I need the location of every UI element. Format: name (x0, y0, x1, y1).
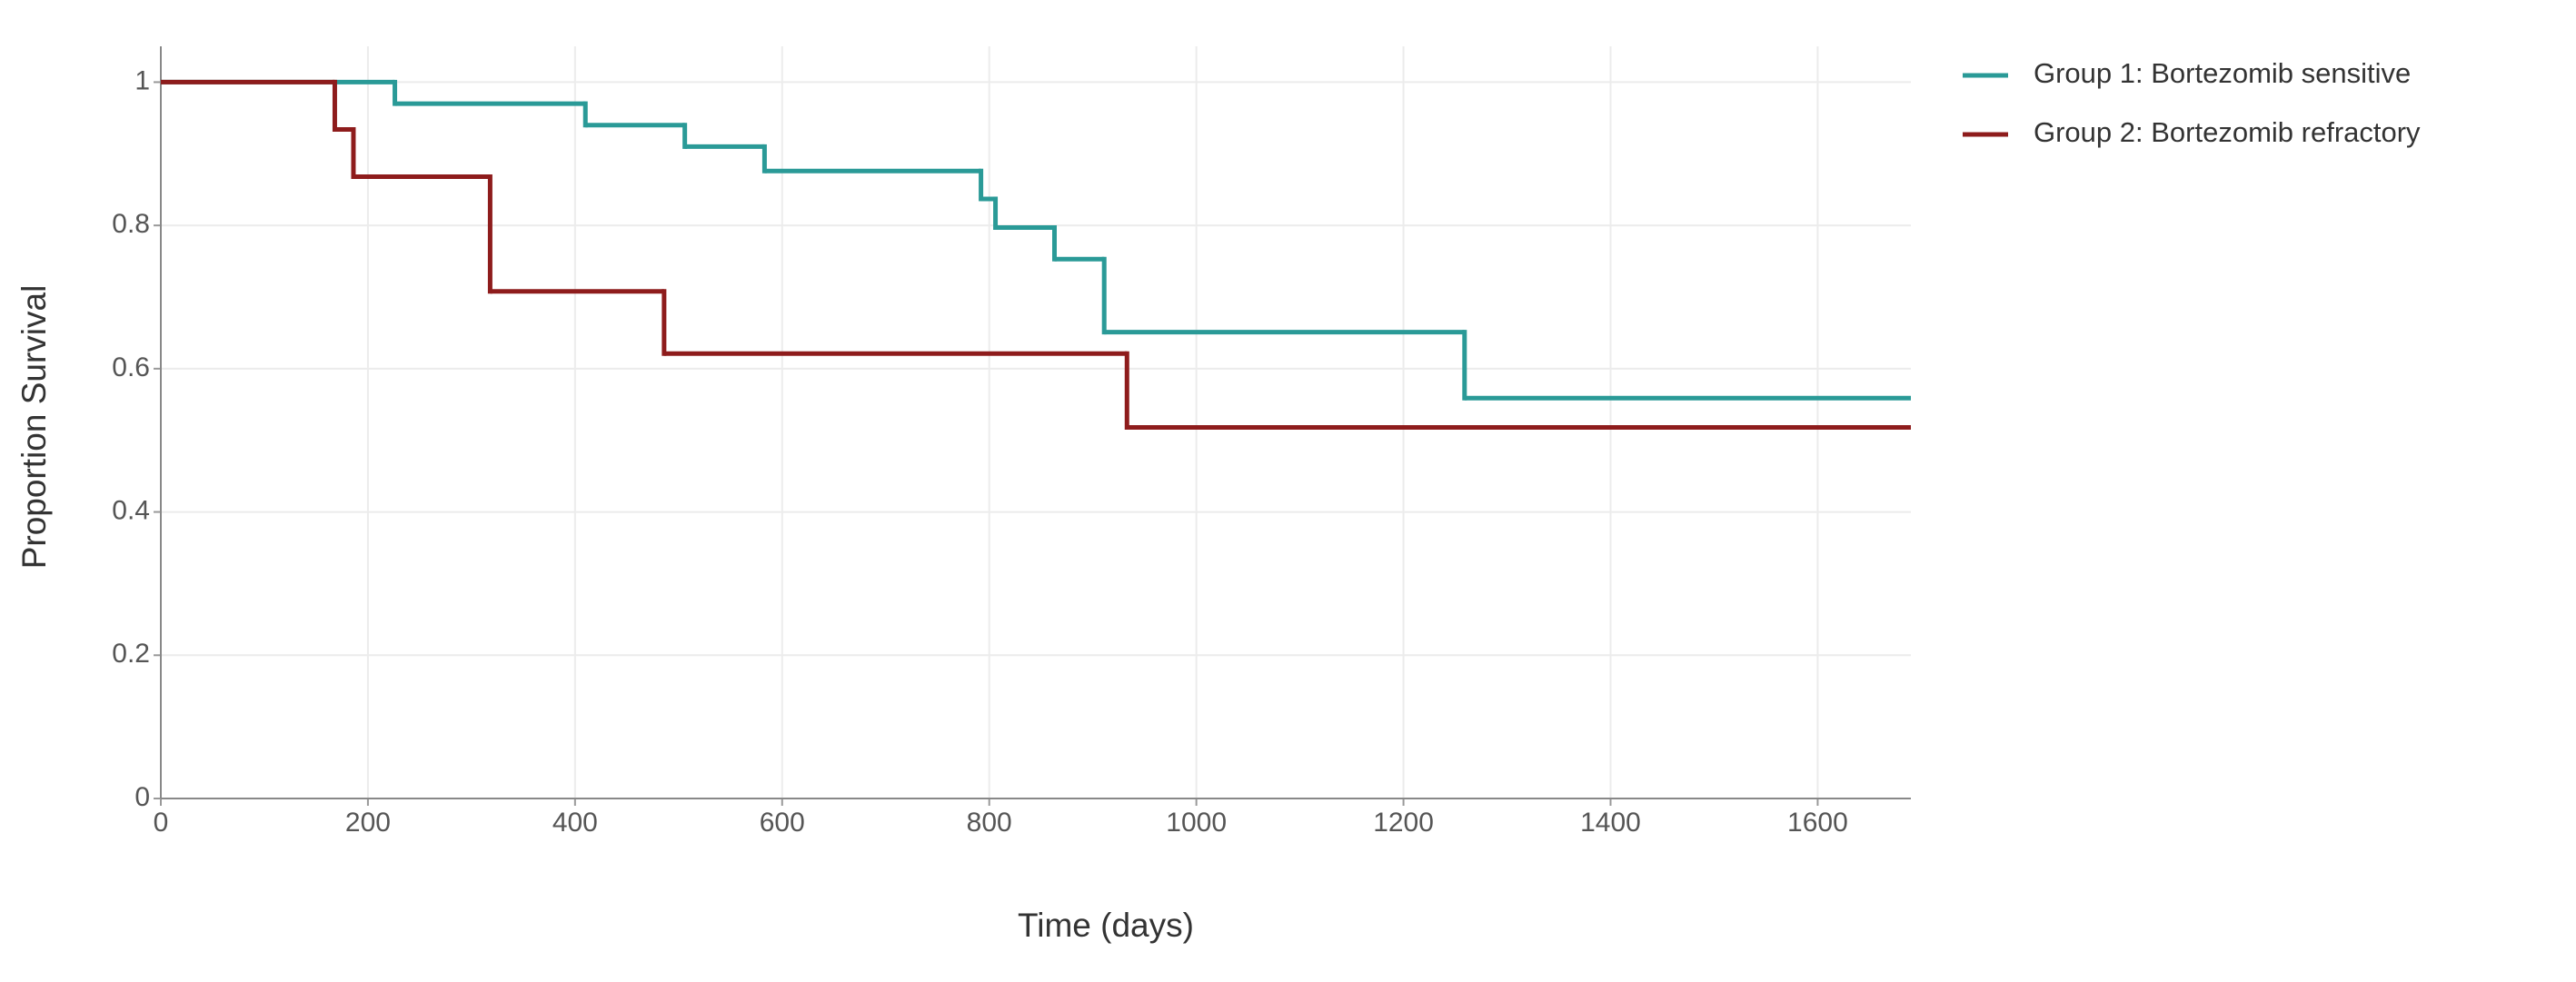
legend-label: Group 1: Bortezomib sensitive (2034, 57, 2411, 89)
x-tick-label: 400 (552, 808, 598, 838)
y-tick-label: 0 (134, 782, 150, 812)
y-axis-title: Proportion Survival (15, 285, 53, 570)
x-tick-label: 1200 (1373, 808, 1434, 838)
x-tick-label: 1000 (1166, 808, 1227, 838)
x-tick-label: 800 (967, 808, 1012, 838)
legend-label: Group 2: Bortezomib refractory (2034, 116, 2421, 148)
x-tick-label: 0 (154, 808, 169, 838)
y-tick-label: 0.8 (112, 209, 150, 239)
x-tick-label: 1400 (1580, 808, 1641, 838)
x-axis-title: Time (days) (1018, 907, 1194, 944)
y-tick-label: 0.4 (112, 495, 150, 525)
x-tick-label: 600 (760, 808, 805, 838)
x-tick-label: 1600 (1787, 808, 1848, 838)
y-tick-label: 0.2 (112, 639, 150, 669)
y-tick-label: 1 (134, 65, 150, 95)
x-tick-label: 200 (345, 808, 391, 838)
y-tick-label: 0.6 (112, 352, 150, 382)
